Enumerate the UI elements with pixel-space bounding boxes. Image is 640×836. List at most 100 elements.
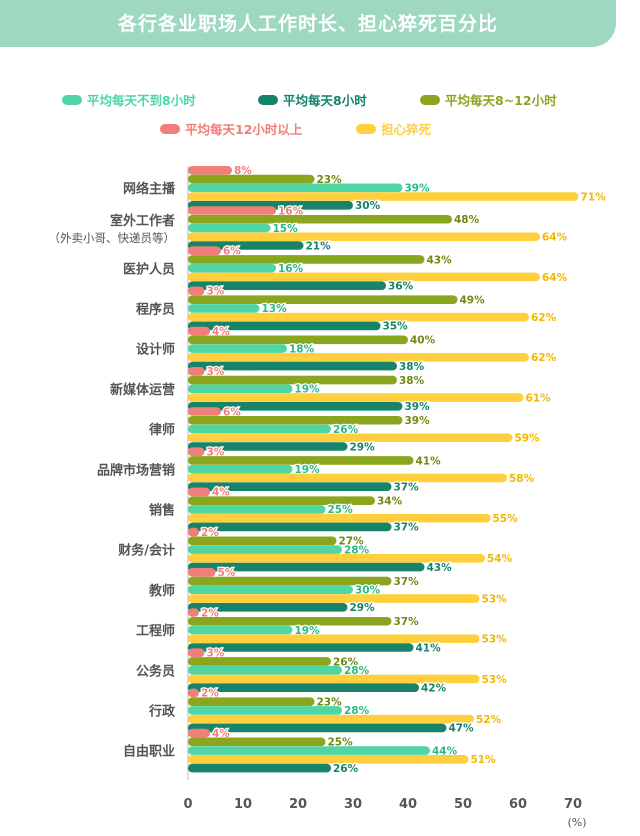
bar-over12 xyxy=(188,487,210,497)
bar-eight xyxy=(188,281,386,290)
bar-worry xyxy=(188,714,474,724)
data-label-eight: 41% xyxy=(416,642,442,654)
category-label: 室外工作者 xyxy=(110,213,175,229)
data-label-under8: 16% xyxy=(278,263,304,275)
data-label-eight: 35% xyxy=(383,321,409,333)
data-label-over12: 4% xyxy=(212,326,230,338)
title-banner xyxy=(0,0,616,47)
data-label-eight: 38% xyxy=(399,361,425,373)
data-label-under8: 19% xyxy=(295,384,321,396)
bar-eight_to_twelve xyxy=(188,174,315,184)
bar-under8 xyxy=(188,464,293,474)
bar-worry xyxy=(188,594,480,603)
data-label-over12: 3% xyxy=(207,286,225,298)
x-tick-label: 70 xyxy=(564,797,582,812)
legend-item-worry: 担心猝死 xyxy=(356,119,431,138)
bar-eight xyxy=(188,321,381,331)
data-label-eight: 37% xyxy=(394,522,420,534)
data-label-under8: 44% xyxy=(432,745,458,757)
legend: 平均每天不到8小时 平均每天8小时 平均每天8~12小时 平均每天12小时以上 … xyxy=(0,86,640,146)
bar-worry xyxy=(188,232,540,242)
legend-label: 平均每天不到8小时 xyxy=(87,93,196,108)
legend-label: 平均每天8小时 xyxy=(283,93,367,108)
bar-eight xyxy=(188,603,348,612)
category-label: 新媒体运营 xyxy=(110,382,175,398)
data-label-eight: 47% xyxy=(449,723,475,735)
data-label-worry: 51% xyxy=(471,754,497,766)
data-label-eight: 21% xyxy=(306,240,332,252)
data-label-over12: 4% xyxy=(212,728,230,740)
data-label-under8: 15% xyxy=(273,223,299,235)
bar-over12 xyxy=(188,326,210,336)
category-label: 医护人员 xyxy=(123,261,175,277)
data-label-eight: 42% xyxy=(421,683,447,695)
bar-under8 xyxy=(188,263,276,273)
data-label-worry: 64% xyxy=(542,272,568,284)
data-label-under8: 19% xyxy=(295,464,321,476)
bar-eight xyxy=(188,643,414,652)
category-label: 网络主播 xyxy=(123,181,176,197)
bar-over12 xyxy=(188,206,276,215)
bar-under8 xyxy=(188,384,293,394)
data-label-over12: 2% xyxy=(201,688,219,700)
legend-item-over12: 平均每天12小时以上 xyxy=(160,119,302,138)
data-label-eight: 29% xyxy=(350,441,376,453)
data-label-eight: 36% xyxy=(388,281,414,293)
data-label-eight: 39% xyxy=(405,401,431,413)
data-label-under8: 28% xyxy=(344,544,370,556)
category-label: 公务员 xyxy=(136,663,175,679)
category-label: （外卖小哥、快递员等） xyxy=(49,231,176,245)
data-label-worry: 53% xyxy=(482,674,508,686)
bar-eight_to_twelve xyxy=(188,737,326,747)
x-unit-label: (%) xyxy=(567,816,586,829)
bar-eight_to_twelve xyxy=(188,295,458,304)
bar-over12 xyxy=(188,246,221,255)
x-tick-label: 50 xyxy=(454,797,472,812)
bar-eight xyxy=(188,361,397,371)
data-label-eight: 30% xyxy=(355,200,381,212)
bar-eight_to_twelve xyxy=(188,255,425,264)
data-label-under8: 39% xyxy=(405,183,431,195)
data-label-under8: 19% xyxy=(295,625,321,637)
data-label-worry: 64% xyxy=(542,232,568,244)
legend-swatch-eight xyxy=(258,94,278,105)
bar-over12 xyxy=(188,367,205,376)
data-label-over12: 5% xyxy=(218,567,236,579)
data-label-under8: 13% xyxy=(262,303,288,315)
bar-worry xyxy=(188,272,540,282)
data-label-worry: 62% xyxy=(531,352,557,364)
data-label-over12: 3% xyxy=(207,366,225,378)
data-label-eight_to_twelve: 38% xyxy=(399,375,425,387)
bar-eight xyxy=(188,562,425,572)
legend-swatch-under8 xyxy=(62,94,82,105)
data-label-worry: 53% xyxy=(482,593,508,605)
data-label-worry: 62% xyxy=(531,312,557,324)
bar-under8 xyxy=(188,223,271,233)
bar-under8 xyxy=(188,625,293,635)
category-label: 程序员 xyxy=(136,301,175,317)
x-tick-label: 0 xyxy=(183,797,192,812)
bar-under8 xyxy=(188,706,342,715)
category-label: 品牌市场营销 xyxy=(97,462,175,478)
data-label-eight_to_twelve: 39% xyxy=(405,415,431,427)
bar-eight xyxy=(188,442,348,451)
bar-eight_to_twelve xyxy=(188,456,414,465)
bar-under8 xyxy=(188,545,342,554)
data-label-worry: 59% xyxy=(515,433,541,445)
bar-eight_to_twelve xyxy=(188,496,375,505)
bar-worry xyxy=(188,312,529,322)
data-label-eight_to_twelve: 23% xyxy=(317,696,343,708)
data-label-over12: 6% xyxy=(223,246,241,258)
bar-over12 xyxy=(188,608,199,617)
data-label-eight_to_twelve: 27% xyxy=(339,536,365,548)
bar-under8 xyxy=(188,585,353,595)
x-tick-label: 20 xyxy=(289,797,307,812)
bar-worry xyxy=(188,473,507,483)
data-label-eight_to_twelve: 34% xyxy=(377,495,403,507)
data-label-over12: 6% xyxy=(223,406,241,418)
legend-swatch-eight-to-twelve xyxy=(420,94,440,105)
data-label-worry: 61% xyxy=(526,392,552,404)
data-label-worry: 58% xyxy=(509,473,535,485)
category-label: 律师 xyxy=(149,422,175,438)
